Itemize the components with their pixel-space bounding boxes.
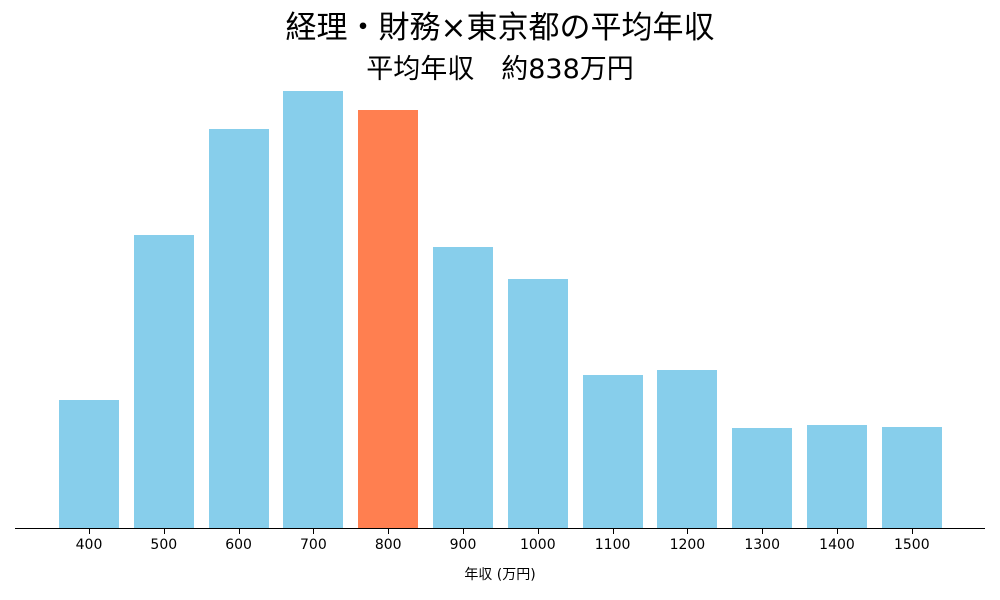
x-tick [538, 529, 539, 534]
x-tick [912, 529, 913, 534]
x-tick-label: 800 [374, 537, 402, 553]
x-tick-label: 700 [300, 537, 327, 553]
chart-title: 経理・財務×東京都の平均年収 [285, 10, 715, 46]
bar-1400 [807, 425, 867, 528]
x-tick [388, 529, 389, 534]
x-tick [687, 529, 688, 534]
x-tick-label: 1400 [819, 537, 855, 553]
bar-800 [358, 110, 419, 528]
bar-400 [59, 400, 119, 528]
x-tick-label: 1100 [594, 537, 631, 553]
x-axis-line [15, 528, 985, 529]
x-axis-label: 年収 (万円) [464, 567, 536, 583]
x-tick [762, 529, 763, 534]
x-tick [837, 529, 838, 534]
bar-1200 [657, 370, 718, 528]
x-tick-label: 900 [449, 537, 477, 553]
x-tick-label: 1000 [519, 537, 556, 553]
x-tick [613, 529, 614, 534]
x-tick-label: 1300 [744, 537, 780, 553]
chart-subtitle: 平均年収 約838万円 [366, 54, 634, 85]
bar-1300 [732, 428, 793, 528]
x-tick [164, 529, 165, 534]
x-tick-label: 500 [150, 537, 178, 553]
x-tick-label: 1200 [669, 537, 706, 553]
x-tick [89, 529, 90, 534]
bar-900 [433, 247, 493, 528]
x-tick-label: 400 [75, 537, 103, 553]
bar-1000 [507, 279, 568, 528]
x-tick-label: 1500 [893, 537, 930, 553]
x-tick [239, 529, 240, 534]
bar-1500 [881, 427, 942, 528]
x-tick-label: 600 [225, 537, 252, 553]
bar-700 [283, 91, 344, 528]
x-tick [463, 529, 464, 534]
bar-600 [208, 129, 269, 528]
bar-1100 [582, 375, 643, 528]
x-tick [313, 529, 314, 534]
bar-500 [133, 235, 194, 528]
